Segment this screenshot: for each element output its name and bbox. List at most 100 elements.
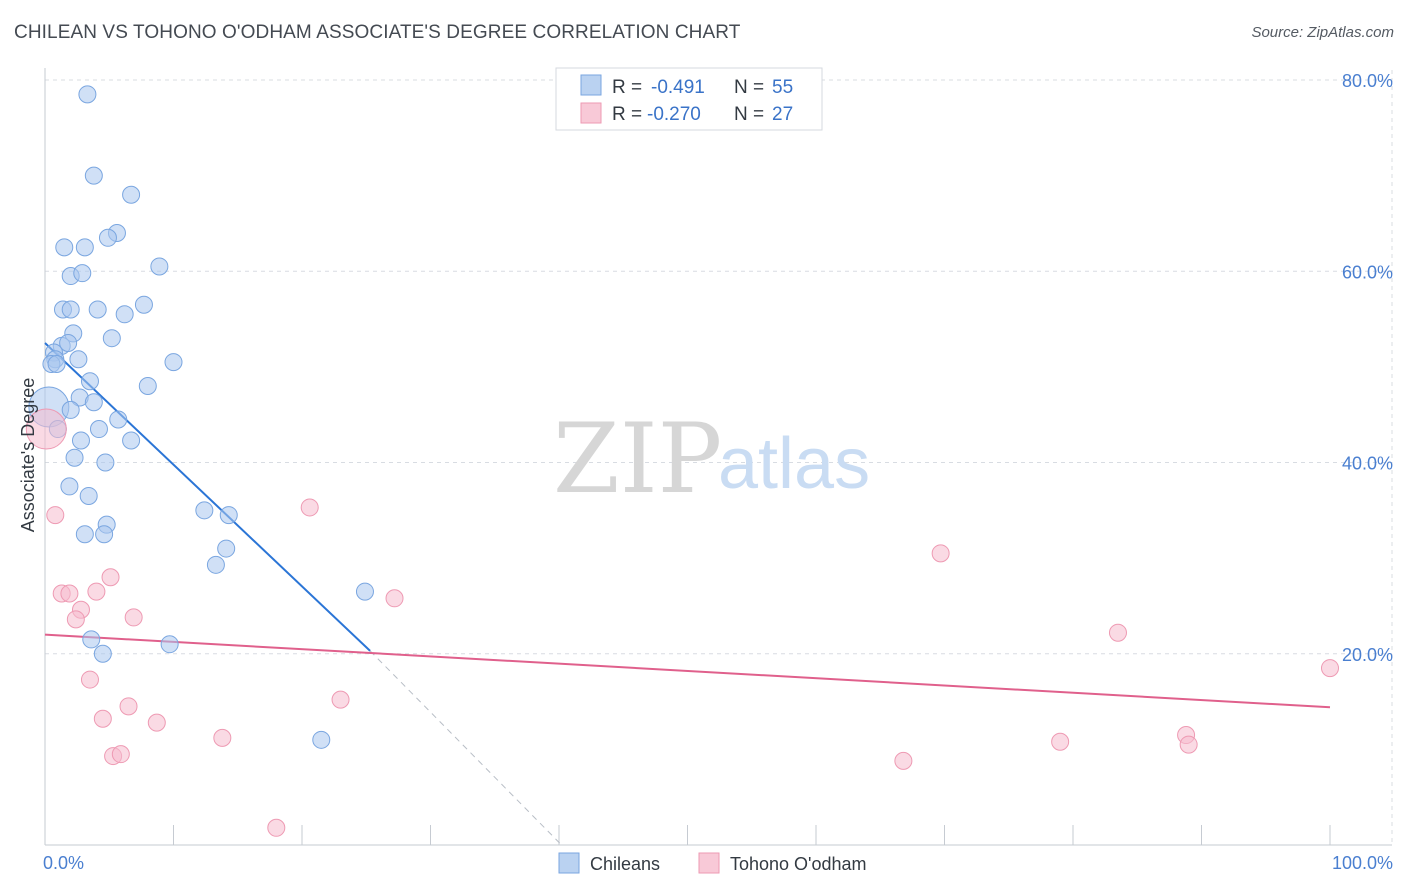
chileans-point (69, 350, 88, 369)
legend-n-label: N = (734, 77, 764, 98)
series-legend-swatch-chileans (558, 852, 580, 874)
tohono-point (124, 608, 143, 627)
series-legend-label-tohono: Tohono O'odham (730, 854, 867, 874)
chileans-point (84, 166, 103, 185)
chileans-trend-line (44, 342, 371, 652)
watermark-zip: ZIP (553, 403, 722, 515)
tohono-point (894, 751, 913, 770)
series-legend: Chileans Tohono O'odham (558, 852, 867, 874)
chileans-point (150, 257, 169, 276)
legend-swatch-chileans (580, 74, 602, 96)
chileans-point (82, 630, 101, 649)
x-tick-labels: 0.0% 100.0% (43, 853, 1393, 873)
chileans-point (89, 420, 108, 439)
tohono-point (101, 568, 120, 587)
legend-n-value: 27 (772, 104, 793, 125)
tohono-point (385, 589, 404, 608)
tohono-point (1321, 659, 1339, 678)
legend-n-label: N = (734, 104, 764, 125)
tohono-trend-line (44, 633, 1331, 709)
legend-n-value: 55 (772, 77, 793, 98)
chileans-point (122, 185, 141, 204)
chileans-point (102, 329, 121, 348)
tohono-point (87, 582, 106, 601)
tohono-point (111, 745, 130, 764)
chileans-point (73, 264, 92, 283)
y-tick-label: 60.0% (1342, 262, 1393, 282)
watermark: ZIP atlas (553, 403, 870, 515)
y-axis-title: Associate's Degree (18, 378, 38, 533)
chileans-point (79, 486, 98, 505)
tohono-point (331, 690, 350, 709)
chileans-point (75, 525, 94, 544)
watermark-atlas: atlas (718, 424, 870, 504)
legend-r-label: R = (612, 104, 642, 125)
chileans-point (355, 582, 374, 601)
chileans-point (160, 635, 179, 654)
chileans-point (95, 525, 114, 544)
axes (44, 68, 1392, 846)
chileans-point (71, 431, 90, 450)
correlation-legend: R = -0.491 N = 55 R = -0.270 N = 27 (555, 67, 823, 131)
legend-r-value: -0.491 (651, 77, 705, 98)
trend-lines (44, 342, 1331, 846)
chileans-point (217, 539, 236, 558)
chileans-point (65, 448, 84, 467)
y-tick-label: 40.0% (1342, 454, 1393, 474)
x-tick-label: 0.0% (43, 853, 84, 873)
chileans-point (164, 353, 183, 372)
series-legend-swatch-tohono (698, 852, 720, 874)
tohono-point (147, 713, 166, 732)
chileans-point (109, 410, 128, 429)
tohono-point (300, 498, 319, 517)
tohono-point (119, 697, 138, 716)
chileans-point (61, 300, 80, 319)
chileans-point (98, 228, 117, 247)
chileans-point (80, 372, 99, 391)
chileans-point (60, 477, 79, 496)
chileans-point (122, 431, 141, 450)
tohono-point (931, 544, 950, 563)
y-tick-label: 80.0% (1342, 71, 1393, 91)
chileans-point (115, 305, 134, 324)
chileans-point (55, 238, 74, 257)
chileans-point (138, 377, 157, 395)
tohono-point (66, 610, 85, 629)
y-tick-labels: 20.0% 40.0% 60.0% 80.0% (1342, 71, 1393, 665)
y-tick-label: 20.0% (1342, 645, 1393, 665)
tohono-point (213, 728, 232, 747)
tohono-point (60, 584, 79, 603)
legend-swatch-tohono (580, 102, 602, 124)
legend-r-value: -0.270 (647, 104, 701, 125)
source-label: Source: ZipAtlas.com (1251, 24, 1394, 41)
tohono-point (46, 506, 65, 525)
tohono-point (1051, 732, 1070, 751)
chileans-point (61, 400, 80, 419)
tohono-point (1179, 735, 1198, 754)
tohono-point (80, 670, 99, 689)
chileans-point (219, 506, 238, 525)
chileans-point (75, 238, 94, 257)
chileans-point (84, 393, 103, 412)
data-points (25, 85, 1339, 837)
chileans-point (47, 355, 66, 374)
chart-title: CHILEAN VS TOHONO O'ODHAM ASSOCIATE'S DE… (14, 22, 741, 43)
chileans-point (93, 644, 112, 663)
chileans-point (134, 295, 153, 314)
chileans-point (88, 300, 107, 319)
tohono-point (267, 818, 286, 837)
series-legend-label-chileans: Chileans (590, 854, 660, 874)
tohono-point (1108, 623, 1127, 642)
tohono-point (25, 408, 67, 450)
chileans-point (312, 730, 331, 749)
tohono-point (93, 709, 112, 728)
x-tick-label: 100.0% (1332, 853, 1393, 873)
chileans-point (78, 85, 97, 104)
grid-lines (45, 70, 1393, 845)
legend-r-label: R = (612, 77, 642, 98)
chileans-point (195, 501, 214, 520)
chileans-point (96, 453, 115, 472)
chileans-trend-extension (369, 650, 562, 846)
chileans-point (59, 333, 78, 352)
